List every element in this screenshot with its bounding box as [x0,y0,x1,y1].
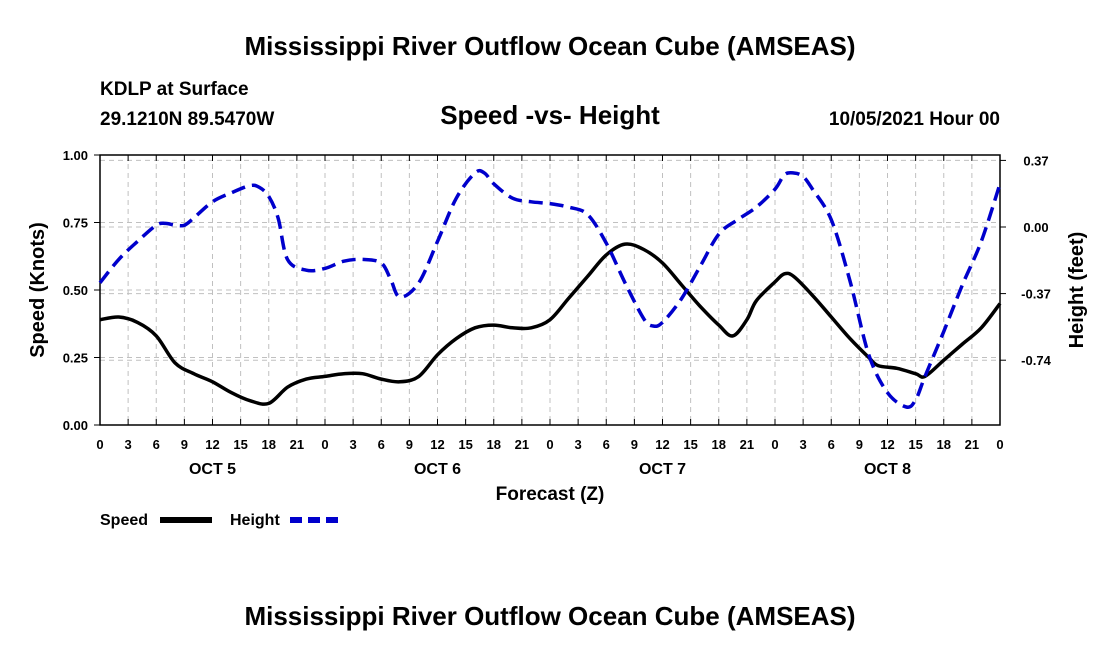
y-left-tick-label: 1.00 [63,148,88,163]
y-axis-left-label: Speed (Knots) [27,222,49,358]
x-tick-label: 9 [406,437,413,452]
legend: Speed Height [100,512,342,529]
x-tick-label: 6 [603,437,610,452]
forecast-datetime: 10/05/2021 Hour 00 [829,109,1000,130]
x-tick-label: 0 [321,437,328,452]
x-tick-label: 15 [233,437,247,452]
chart-subtitle: Speed -vs- Height [440,100,660,130]
top-title: Mississippi River Outflow Ocean Cube (AM… [244,31,855,61]
grid [99,154,1001,426]
x-tick-label: 3 [125,437,132,452]
x-tick-label: 6 [378,437,385,452]
x-tick-label: 18 [262,437,276,452]
x-tick-label: 9 [181,437,188,452]
x-tick-label: 12 [655,437,669,452]
x-tick-label: 0 [96,437,103,452]
x-tick-label: 18 [937,437,951,452]
x-tick-label: 0 [546,437,553,452]
x-tick-label: 9 [856,437,863,452]
x-tick-label: 3 [350,437,357,452]
x-tick-label: 18 [712,437,726,452]
coordinates-label: 29.1210N 89.5470W [100,109,274,130]
x-tick-label: 15 [683,437,697,452]
x-tick-label: 15 [908,437,922,452]
legend-speed-label: Speed [100,512,148,529]
day-label: OCT 6 [414,461,461,478]
x-tick-label: 0 [996,437,1003,452]
x-tick-label: 21 [740,437,754,452]
y-left-tick-label: 0.75 [63,216,88,231]
y-right-tick-label: 0.37 [1023,153,1048,168]
y-axis-right-label: Height (feet) [1066,232,1088,349]
station-label: KDLP at Surface [100,79,249,100]
x-tick-label: 21 [290,437,304,452]
bottom-title: Mississippi River Outflow Ocean Cube (AM… [244,601,855,631]
y-right-tick-label: -0.37 [1021,287,1051,302]
x-tick-label: 12 [205,437,219,452]
y-right-tick-label: 0.00 [1023,220,1048,235]
x-tick-label: 12 [430,437,444,452]
height-series-line [98,168,1002,409]
x-tick-label: 0 [771,437,778,452]
x-tick-label: 18 [487,437,501,452]
x-tick-label: 3 [800,437,807,452]
axis-ticks: 0 3 6 9 12 15 18 21 0 3 6 9 12 15 18 21 0 3 6 9 12 15 18 21 0 3 6 9… [63,148,1052,478]
day-label: OCT 7 [639,461,686,478]
x-tick-label: 21 [515,437,529,452]
x-axis-label: Forecast (Z) [496,484,605,505]
x-tick-label: 3 [575,437,582,452]
x-tick-label: 9 [631,437,638,452]
day-label: OCT 8 [864,461,911,478]
x-tick-label: 21 [965,437,979,452]
y-left-tick-label: 0.00 [63,418,88,433]
x-tick-label: 6 [828,437,835,452]
y-left-tick-label: 0.50 [63,283,88,298]
series [98,168,1002,409]
y-right-tick-label: -0.74 [1021,353,1051,368]
legend-height-label: Height [230,512,280,529]
day-label: OCT 5 [189,461,236,478]
x-tick-label: 15 [458,437,472,452]
speed-series-line [99,242,1002,406]
x-tick-label: 12 [880,437,894,452]
x-tick-label: 6 [153,437,160,452]
y-left-tick-label: 0.25 [63,351,88,366]
